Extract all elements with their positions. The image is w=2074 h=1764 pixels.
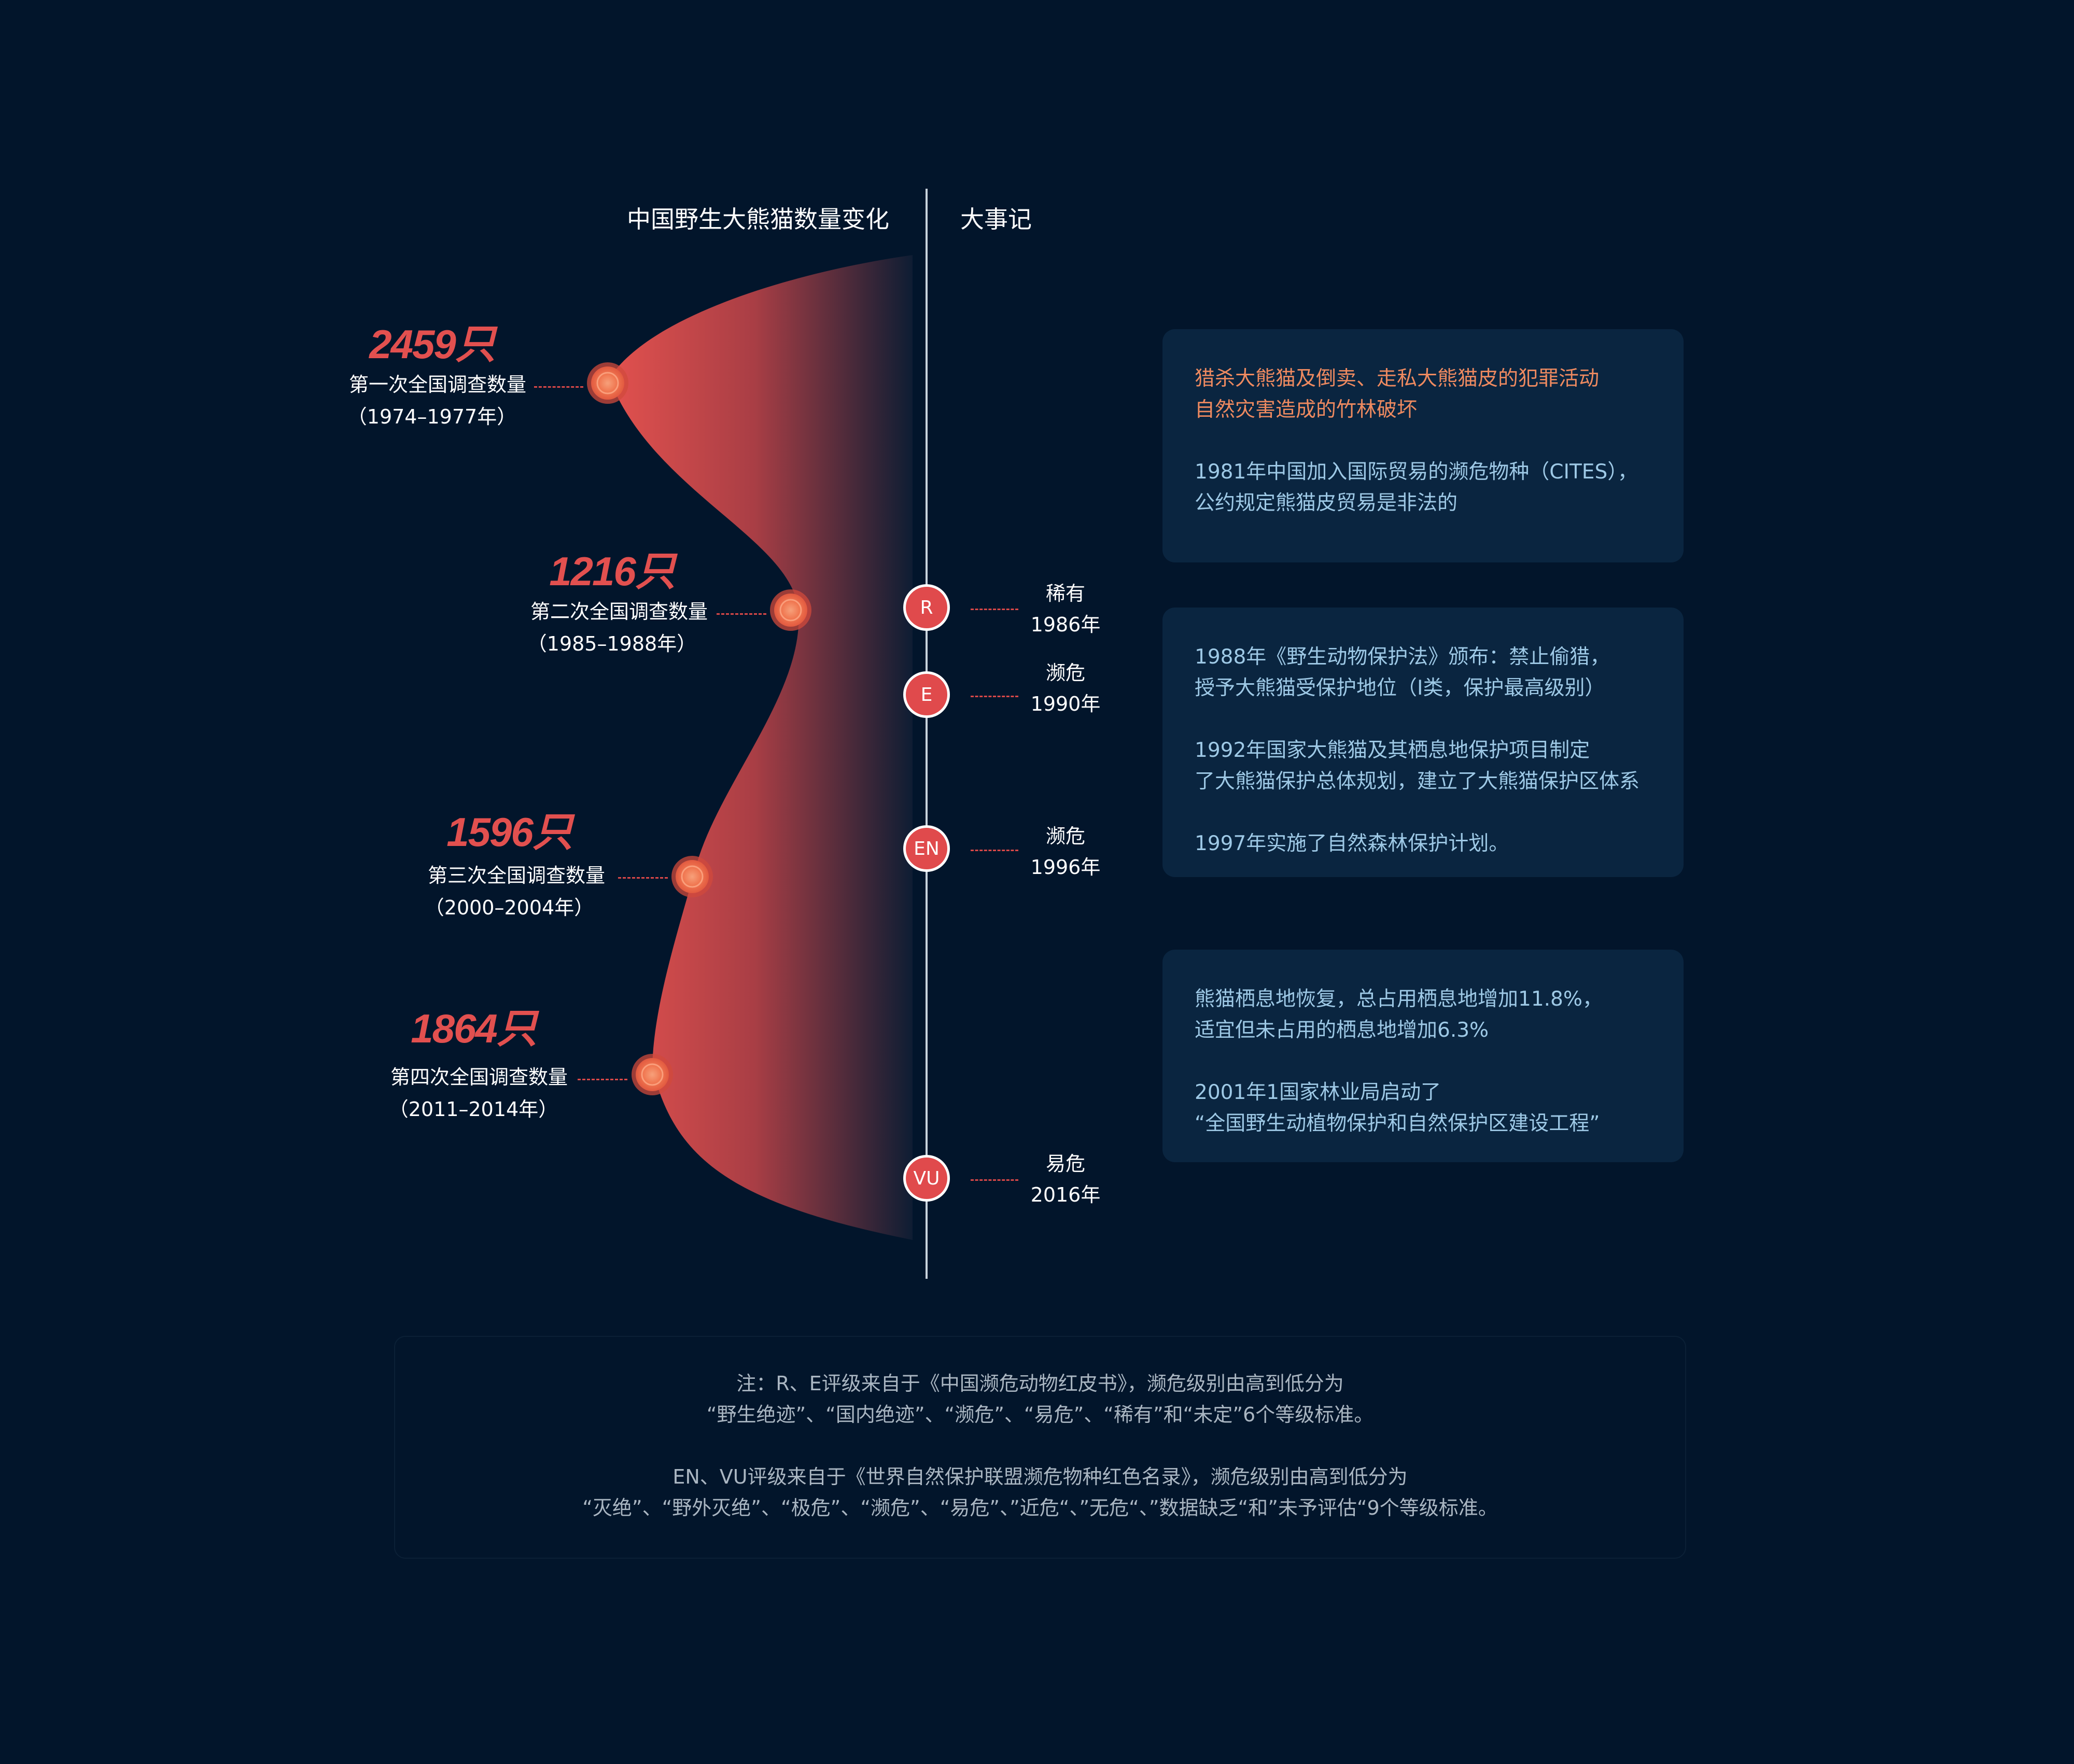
rating-leader-line [971, 850, 1018, 851]
spacer [1195, 426, 1663, 457]
survey-leader-line [578, 1079, 627, 1080]
survey-years: （2000–2004年） [424, 896, 594, 919]
event-line: 1988年《野生动物保护法》颁布：禁止偷猎， [1195, 645, 1610, 669]
survey-point-ring [596, 372, 619, 394]
survey-years: （2011–2014年） [388, 1098, 558, 1121]
rating-badge: EN [903, 825, 950, 872]
population-chart-title: 中国野生大熊猫数量变化 [627, 205, 889, 233]
survey-point [636, 1058, 669, 1091]
rating-status: 易危 [1045, 1152, 1085, 1175]
rating-status: 稀有 [1045, 582, 1085, 605]
survey-point [591, 366, 624, 400]
survey-label: 第二次全国调查数量 [530, 600, 708, 623]
rating-status: 濒危 [1045, 661, 1085, 684]
survey-label: 第四次全国调查数量 [390, 1066, 568, 1089]
spacer [1195, 704, 1663, 735]
survey-years: （1985–1988年） [527, 632, 697, 655]
rating-status: 濒危 [1045, 825, 1085, 848]
survey-point-ring [681, 865, 704, 888]
event-line: 授予大熊猫受保护地位（I类，保护最高级别） [1195, 676, 1605, 700]
note-line: “灭绝”、“野外灭绝”、“极危”、“濒危”、“易危”、”近危“、”无危“、”数据… [582, 1497, 1498, 1519]
note-line: “野生绝迹”、“国内绝迹”、“濒危”、“易危”、“稀有”和“未定”6个等级标准。 [706, 1403, 1374, 1426]
rating-leader-line [971, 609, 1018, 610]
event-line: 1992年国家大熊猫及其栖息地保护项目制定 [1195, 739, 1590, 762]
event-box: 熊猫栖息地恢复，总占用栖息地增加11.8%， 适宜但未占用的栖息地增加6.3% 20… [1162, 950, 1684, 1162]
event-box: 1988年《野生动物保护法》颁布：禁止偷猎， 授予大熊猫受保护地位（I类，保护最高… [1162, 608, 1684, 877]
event-line: 2001年1国家林业局启动了 [1195, 1081, 1441, 1104]
event-line: 猎杀大熊猫及倒卖、走私大熊猫皮的犯罪活动 [1195, 367, 1600, 390]
event-line: 公约规定熊猫皮贸易是非法的 [1195, 491, 1458, 515]
rating-year: 1990年 [1030, 693, 1101, 715]
event-box: 猎杀大熊猫及倒卖、走私大熊猫皮的犯罪活动 自然灾害造成的竹林破坏 1981年中国加入… [1162, 329, 1684, 562]
note-line: EN、VU评级来自于《世界自然保护联盟濒危物种红色名录》，濒危级别由高到低分为 [672, 1465, 1408, 1488]
event-line: 1997年实施了自然森林保护计划。 [1195, 832, 1509, 855]
rating-info: 濒危 1996年 [1003, 821, 1128, 883]
survey-leader-line [534, 386, 583, 388]
rating-leader-line [971, 696, 1018, 697]
event-line: 适宜但未占用的栖息地增加6.3% [1195, 1019, 1489, 1042]
survey-count: 1216只 [549, 548, 676, 594]
spacer [1195, 797, 1663, 828]
survey-leader-line [618, 877, 668, 879]
survey-count: 1864只 [411, 1006, 537, 1051]
event-line: 1981年中国加入国际贸易的濒危物种（CITES）， [1195, 460, 1638, 484]
survey-count: 2459只 [369, 321, 496, 367]
rating-year: 1986年 [1030, 613, 1101, 636]
rating-badge: VU [903, 1155, 950, 1202]
spacer [395, 1430, 1685, 1461]
survey-point [774, 594, 807, 627]
event-line: “全国野生动植物保护和自然保护区建设工程” [1195, 1112, 1600, 1135]
rating-badge: E [903, 671, 950, 718]
spacer [1195, 1046, 1663, 1077]
timeline-axis [926, 189, 928, 1279]
rating-info: 稀有 1986年 [1003, 578, 1128, 640]
rating-year: 1996年 [1030, 856, 1101, 879]
rating-leader-line [971, 1179, 1018, 1181]
rating-info: 易危 2016年 [1003, 1148, 1128, 1210]
rating-badge: R [903, 584, 950, 631]
event-line: 熊猫栖息地恢复，总占用栖息地增加11.8%， [1195, 987, 1603, 1011]
rating-note: 注：R、E评级来自于《中国濒危动物红皮书》，濒危级别由高到低分为 “野生绝迹”、“… [394, 1336, 1686, 1559]
event-line: 了大熊猫保护总体规划，建立了大熊猫保护区体系 [1195, 770, 1640, 793]
event-line: 自然灾害造成的竹林破坏 [1195, 398, 1418, 421]
survey-label: 第一次全国调查数量 [348, 373, 526, 396]
note-line: 注：R、E评级来自于《中国濒危动物红皮书》，濒危级别由高到低分为 [736, 1372, 1344, 1395]
survey-years: （1974–1977年） [347, 405, 517, 428]
rating-info: 濒危 1990年 [1003, 657, 1128, 719]
survey-point-ring [641, 1063, 664, 1086]
survey-point-ring [779, 599, 802, 622]
population-area [609, 255, 913, 1240]
survey-count: 1596只 [446, 809, 573, 855]
survey-label: 第三次全国调查数量 [427, 864, 605, 887]
survey-leader-line [717, 613, 766, 615]
rating-year: 2016年 [1030, 1183, 1101, 1206]
events-title: 大事记 [960, 205, 1032, 233]
survey-point [676, 860, 709, 893]
